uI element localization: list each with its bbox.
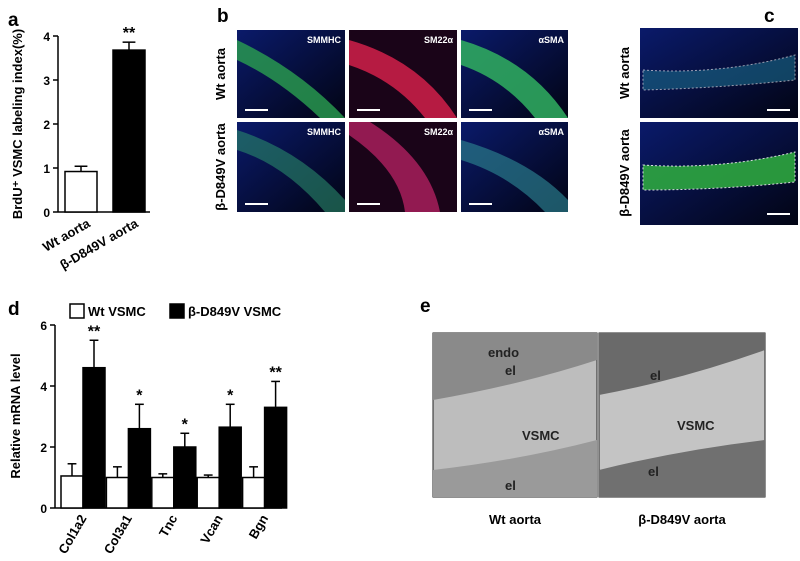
caption: Wt aorta bbox=[489, 512, 542, 527]
em-annotation: VSMC bbox=[522, 428, 560, 443]
legend-label: Wt VSMC bbox=[88, 304, 146, 319]
em-annotation: endo bbox=[488, 345, 519, 360]
x-tick-label: Bgn bbox=[246, 512, 272, 541]
em-annotation: VSMC bbox=[677, 418, 715, 433]
panel-label: e bbox=[420, 296, 431, 317]
row-label: β-D849V aorta bbox=[213, 123, 228, 211]
panel-label: a bbox=[8, 10, 19, 31]
caption: β-D849V aorta bbox=[638, 512, 726, 527]
x-tick-label: Vcan bbox=[197, 512, 226, 546]
y-tick-label: 0 bbox=[40, 502, 47, 516]
tissue bbox=[642, 54, 796, 91]
legend-swatch bbox=[69, 303, 85, 319]
labels: b Wt aorta β-D849V aorta SMMHC SM22α αSM… bbox=[213, 6, 775, 527]
x-tick-label: Tnc bbox=[156, 512, 181, 540]
em-annotation: el bbox=[650, 368, 661, 383]
tissue bbox=[433, 333, 597, 400]
row-label: Wt aorta bbox=[213, 47, 228, 100]
stain-label: SM22α bbox=[424, 127, 454, 137]
x-tick-label: Col1a2 bbox=[55, 512, 89, 556]
bar bbox=[241, 476, 266, 509]
bar bbox=[263, 406, 288, 509]
em-annotation: el bbox=[505, 363, 516, 378]
significance: * bbox=[182, 416, 189, 433]
bar bbox=[64, 170, 98, 213]
em-annotation: el bbox=[648, 464, 659, 479]
tissue bbox=[642, 151, 796, 191]
bar bbox=[127, 427, 152, 509]
bar bbox=[218, 426, 242, 509]
panel-label: c bbox=[764, 6, 775, 27]
tissue bbox=[599, 440, 765, 497]
row-label: β-D849V aorta bbox=[617, 129, 632, 217]
tissue bbox=[349, 122, 440, 212]
significance: * bbox=[136, 387, 143, 404]
tissue bbox=[349, 40, 457, 118]
tissue bbox=[461, 140, 568, 212]
panel-label: b bbox=[217, 6, 229, 27]
bar bbox=[60, 475, 84, 509]
tissue bbox=[461, 40, 568, 118]
y-tick-label: 6 bbox=[40, 319, 47, 333]
stain-label: αSMA bbox=[538, 35, 564, 45]
y-tick-label: 0 bbox=[43, 206, 50, 220]
y-tick-label: 2 bbox=[40, 441, 47, 455]
scale-bars bbox=[245, 109, 492, 205]
row-label: Wt aorta bbox=[617, 46, 632, 99]
legend-swatch bbox=[169, 303, 185, 319]
tissue bbox=[237, 130, 345, 212]
x-tick-label: Col3a1 bbox=[101, 512, 135, 556]
stain-label: SMMHC bbox=[307, 35, 341, 45]
significance: ** bbox=[269, 364, 282, 381]
stain-label: αSMA bbox=[538, 127, 564, 137]
panel-label: d bbox=[8, 299, 20, 320]
legend-label: β-D849V VSMC bbox=[188, 304, 282, 319]
tissue bbox=[237, 40, 345, 118]
significance: * bbox=[227, 387, 234, 404]
bar bbox=[105, 476, 130, 509]
y-tick-label: 4 bbox=[43, 30, 50, 44]
tissue bbox=[599, 333, 765, 395]
stain-label: SM22α bbox=[424, 35, 454, 45]
bar bbox=[112, 49, 146, 213]
y-tick-label: 1 bbox=[43, 162, 50, 176]
bar bbox=[173, 446, 197, 509]
bar bbox=[151, 476, 175, 509]
em-annotation: el bbox=[505, 478, 516, 493]
tissue bbox=[433, 440, 597, 497]
bar bbox=[196, 476, 220, 509]
y-axis-label: Relative mRNA level bbox=[8, 353, 23, 478]
significance: ** bbox=[88, 323, 101, 340]
y-tick-label: 2 bbox=[43, 118, 50, 132]
stain-label: SMMHC bbox=[307, 127, 341, 137]
y-axis-label: BrdU⁺ VSMC labeling index(%) bbox=[10, 29, 25, 219]
y-tick-label: 3 bbox=[43, 74, 50, 88]
y-tick-label: 4 bbox=[40, 380, 47, 394]
micrographs bbox=[237, 28, 798, 498]
bar bbox=[82, 366, 106, 509]
significance: ** bbox=[123, 25, 136, 42]
